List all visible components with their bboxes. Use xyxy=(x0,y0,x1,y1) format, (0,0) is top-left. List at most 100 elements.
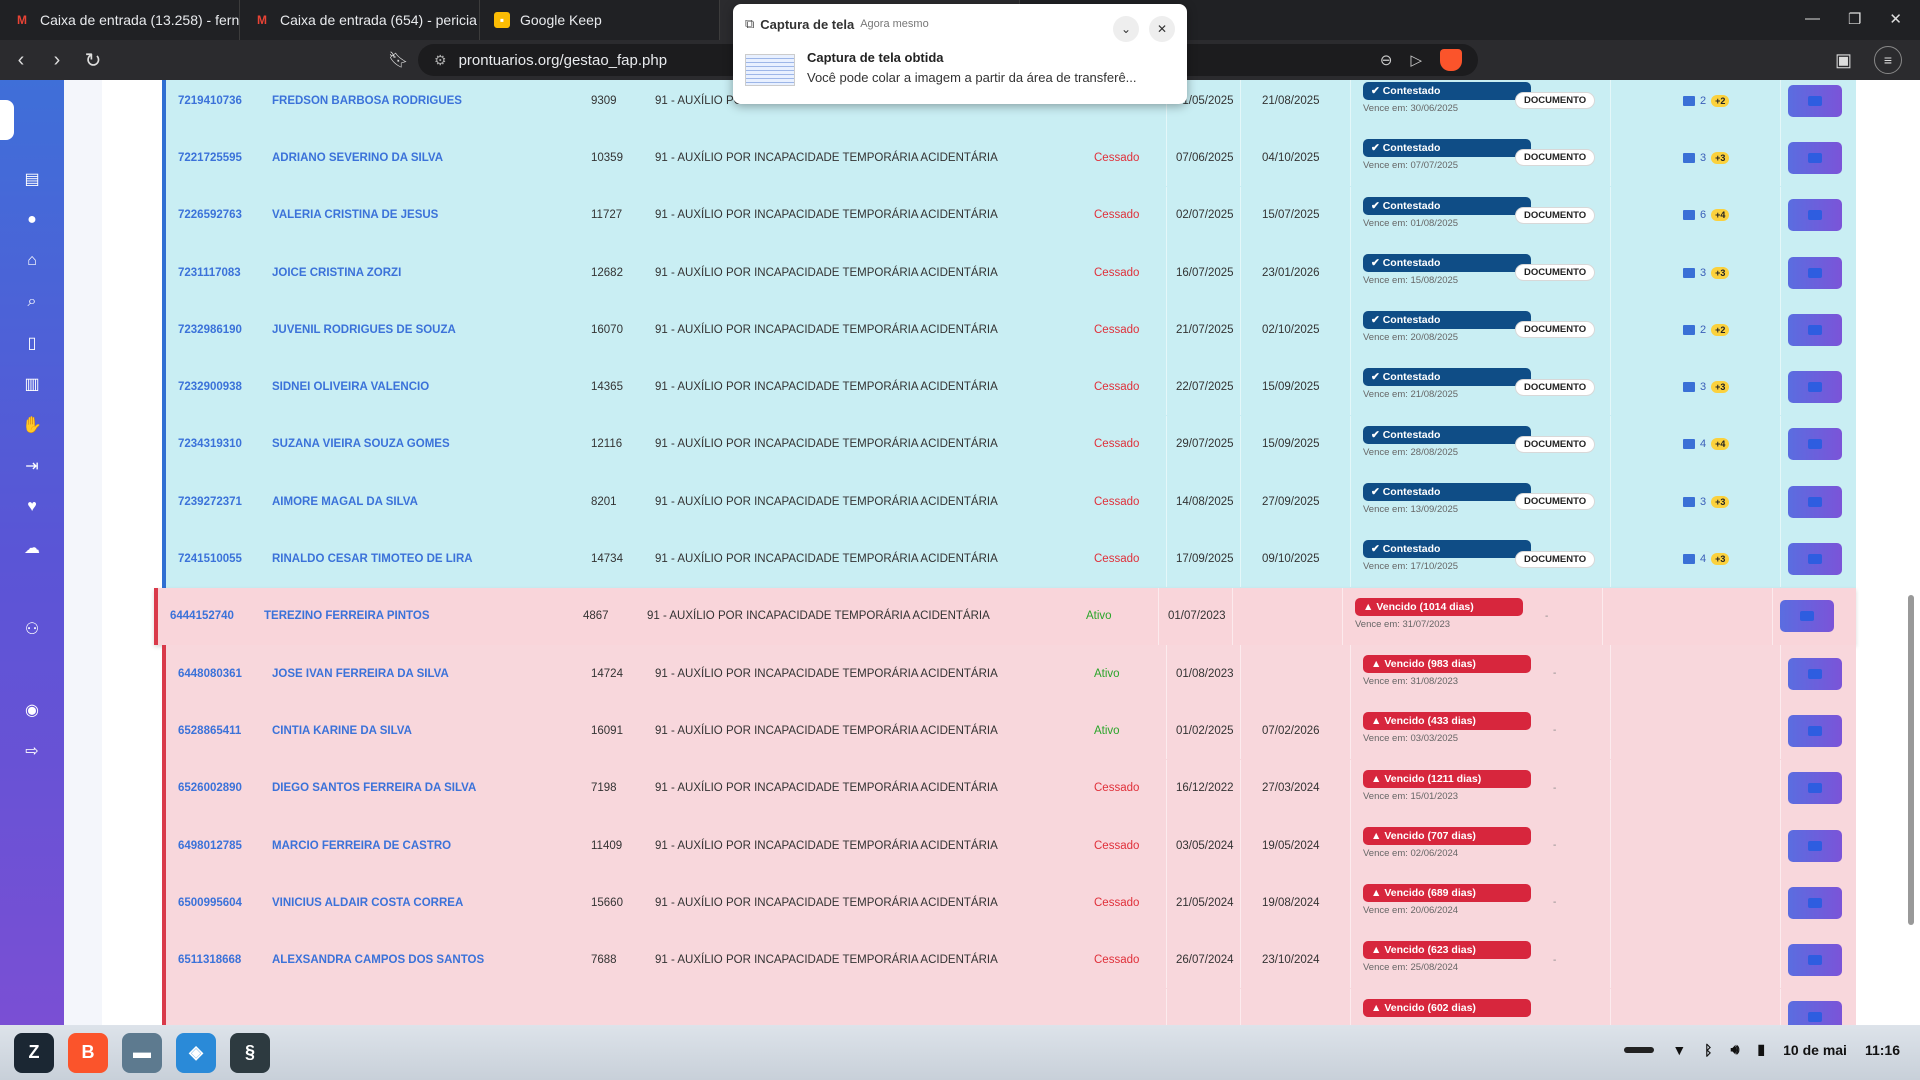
maximize-icon[interactable]: ❐ xyxy=(1847,11,1862,28)
tab-google-keep[interactable]: ▪ Google Keep xyxy=(480,0,720,40)
screenshot-notification[interactable]: ⧉ Captura de tela Agora mesmo ⌄ ✕ Captur… xyxy=(733,4,1187,104)
document-button[interactable]: DOCUMENTO xyxy=(1515,378,1596,396)
folder-button[interactable] xyxy=(1788,84,1842,117)
site-info-icon[interactable]: ⚙ xyxy=(434,51,447,68)
attachments-count[interactable]: 4 +4 xyxy=(1683,438,1730,451)
document-button[interactable]: DOCUMENTO xyxy=(1515,92,1596,110)
attachments-count[interactable]: 4 +3 xyxy=(1683,553,1730,566)
document-button[interactable]: DOCUMENTO xyxy=(1515,493,1596,511)
minimize-icon[interactable]: — xyxy=(1804,10,1820,27)
open-folder-button[interactable] xyxy=(1788,199,1842,232)
folder-button[interactable] xyxy=(1788,141,1842,174)
open-folder-button[interactable] xyxy=(1788,256,1842,289)
document-button[interactable]: DOCUMENTO xyxy=(1515,149,1596,167)
folder-button[interactable] xyxy=(1788,657,1842,690)
folder-button[interactable] xyxy=(1780,600,1834,633)
attachments-count[interactable]: 3 +3 xyxy=(1683,151,1730,164)
bookmark-icon[interactable]: 🔖︎ xyxy=(388,52,409,69)
app-icon[interactable]: § xyxy=(230,1032,270,1073)
reload-icon[interactable]: ↻ xyxy=(84,49,102,72)
share-icon[interactable]: ▷ xyxy=(1410,52,1422,69)
open-folder-button[interactable] xyxy=(1788,485,1842,518)
folder-button[interactable] xyxy=(1788,428,1842,461)
tab-gmail-2[interactable]: M Caixa de entrada (654) - pericia xyxy=(240,0,480,40)
user-icon[interactable]: ● xyxy=(27,210,37,228)
folder-button[interactable] xyxy=(1788,714,1842,747)
volume-icon[interactable]: 🔊︎ xyxy=(1730,1041,1740,1057)
case-id-link[interactable]: 7234319310 xyxy=(178,438,242,451)
document-button[interactable]: DOCUMENTO xyxy=(1515,264,1596,282)
open-folder-button[interactable] xyxy=(1788,141,1842,174)
document-button[interactable]: DOCUMENTO xyxy=(1515,321,1596,339)
case-id-link[interactable]: 7232900938 xyxy=(178,381,242,394)
patient-name-link[interactable]: TEREZINO FERREIRA PINTOS xyxy=(264,610,430,623)
page-scrollbar[interactable] xyxy=(1902,80,1920,1025)
case-id-link[interactable]: 7226592763 xyxy=(178,209,242,222)
open-folder-button[interactable] xyxy=(1788,829,1842,862)
attachments-count[interactable]: 3 +3 xyxy=(1683,381,1730,394)
files-icon[interactable]: ▬ xyxy=(122,1032,162,1073)
folder-button[interactable] xyxy=(1788,772,1842,805)
case-id-link[interactable]: 6511318668 xyxy=(178,954,242,967)
zoom-icon[interactable]: ⊖ xyxy=(1379,52,1393,69)
bluetooth-icon[interactable]: ᛒ xyxy=(1704,1041,1713,1058)
attachments-count[interactable]: 3 +3 xyxy=(1683,495,1730,508)
folder-button[interactable] xyxy=(1788,1001,1842,1025)
patient-name-link[interactable]: JOSE IVAN FERREIRA DA SILVA xyxy=(272,667,449,680)
software-store-icon[interactable]: ◈ xyxy=(176,1032,216,1073)
forward-icon[interactable]: › xyxy=(53,48,61,71)
document-button[interactable]: DOCUMENTO xyxy=(1515,550,1596,568)
case-id-link[interactable]: 7239272371 xyxy=(178,495,242,508)
patient-name-link[interactable]: ALEXSANDRA CAMPOS DOS SANTOS xyxy=(272,954,485,967)
case-id-link[interactable]: 6448080361 xyxy=(178,667,242,680)
open-folder-button[interactable] xyxy=(1788,84,1842,117)
patient-name-link[interactable]: ADRIANO SEVERINO DA SILVA xyxy=(272,151,444,164)
menu-icon[interactable]: ≡ xyxy=(1874,46,1902,74)
open-folder-button[interactable] xyxy=(1788,313,1842,346)
close-window-icon[interactable]: ✕ xyxy=(1889,11,1902,28)
open-folder-button[interactable] xyxy=(1788,543,1842,576)
clock-time[interactable]: 11:16 xyxy=(1864,1041,1900,1058)
attachments-count[interactable]: 6 +4 xyxy=(1683,209,1730,222)
patient-name-link[interactable]: SIDNEI OLIVEIRA VALENCIO xyxy=(272,381,430,394)
patient-name-link[interactable]: DIEGO SANTOS FERREIRA DA SILVA xyxy=(272,782,477,795)
scrollbar-thumb[interactable] xyxy=(1908,595,1914,925)
heartbeat-icon[interactable]: ♥ xyxy=(27,497,37,515)
users-icon[interactable]: ⚇ xyxy=(24,620,40,638)
folder-button[interactable] xyxy=(1788,313,1842,346)
wallet-icon[interactable]: ▣ xyxy=(1834,49,1852,70)
tray-bar-icon[interactable] xyxy=(1624,1046,1655,1053)
document-button[interactable]: DOCUMENTO xyxy=(1515,435,1596,453)
search-icon[interactable]: ⌕ xyxy=(27,292,37,310)
folder-button[interactable] xyxy=(1788,829,1842,862)
brave-shield-icon[interactable] xyxy=(1440,49,1462,71)
open-folder-button[interactable] xyxy=(1788,714,1842,747)
open-folder-button[interactable] xyxy=(1788,657,1842,690)
battery-icon[interactable]: ▮ xyxy=(1757,1041,1766,1057)
case-id-link[interactable]: 6500995604 xyxy=(178,896,242,909)
open-folder-button[interactable] xyxy=(1788,772,1842,805)
folder-button[interactable] xyxy=(1788,371,1842,404)
patient-name-link[interactable]: VALERIA CRISTINA DE JESUS xyxy=(272,209,439,222)
case-id-link[interactable]: 7231117083 xyxy=(178,266,241,279)
building-icon[interactable]: ▥ xyxy=(24,375,40,393)
case-id-link[interactable]: 7241510055 xyxy=(178,553,242,566)
patient-name-link[interactable]: CINTIA KARINE DA SILVA xyxy=(272,724,412,737)
patient-name-link[interactable]: AIMORE MAGAL DA SILVA xyxy=(272,495,418,508)
expand-icon[interactable]: ⌄ xyxy=(1113,16,1139,42)
handshake-icon[interactable]: ✋ xyxy=(22,416,42,434)
folder-button[interactable] xyxy=(1788,886,1842,919)
open-folder-button[interactable] xyxy=(1788,428,1842,461)
clock-date[interactable]: 10 de mai xyxy=(1783,1041,1847,1058)
open-folder-button[interactable] xyxy=(1788,886,1842,919)
attachments-count[interactable]: 2 +2 xyxy=(1683,323,1730,336)
patient-name-link[interactable]: JOICE CRISTINA ZORZI xyxy=(272,266,402,279)
clipboard-icon[interactable]: ▤ xyxy=(24,170,40,188)
open-folder-button[interactable] xyxy=(1780,600,1834,633)
folder-button[interactable] xyxy=(1788,944,1842,977)
patient-name-link[interactable]: SUZANA VIEIRA SOUZA GOMES xyxy=(272,438,450,451)
case-id-link[interactable]: 7221725595 xyxy=(178,151,242,164)
folder-button[interactable] xyxy=(1788,485,1842,518)
file-icon[interactable]: ▯ xyxy=(27,334,37,352)
case-id-link[interactable]: 6444152740 xyxy=(170,610,234,623)
